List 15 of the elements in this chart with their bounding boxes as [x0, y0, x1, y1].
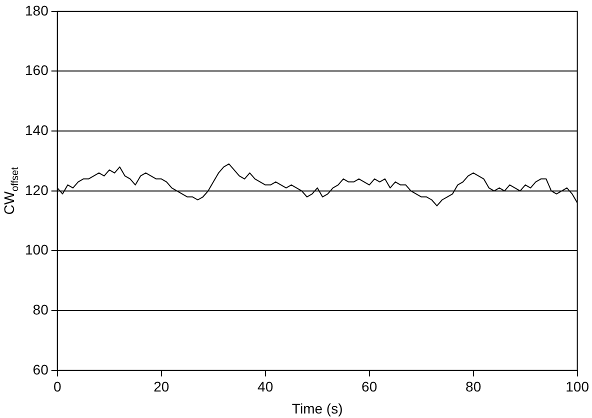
- x-tick-label: 80: [466, 378, 482, 395]
- x-axis-title: Time (s): [292, 400, 343, 416]
- y-tick-label: 80: [32, 301, 49, 318]
- x-tick-label: 60: [362, 378, 378, 395]
- y-tick-label: 60: [32, 361, 49, 378]
- y-axis-title: CWoffset: [1, 166, 21, 215]
- y-tick-label: 120: [25, 182, 49, 198]
- y-tick-label: 160: [25, 62, 49, 78]
- y-tick-label: 100: [25, 242, 49, 258]
- x-tick-label: 100: [566, 378, 590, 395]
- x-tick-label: 0: [53, 378, 62, 395]
- x-tick-label: 40: [258, 378, 274, 395]
- y-tick-label: 180: [25, 2, 49, 18]
- y-tick-label: 140: [25, 122, 49, 138]
- x-tick-label: 20: [154, 378, 170, 395]
